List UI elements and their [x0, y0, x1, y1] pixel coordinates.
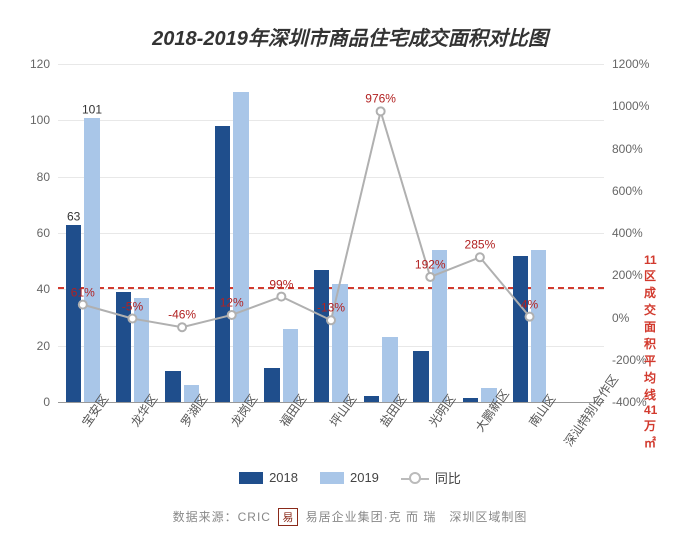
y2-tick: 0%	[604, 311, 629, 325]
bar-label: 101	[82, 102, 102, 116]
line-point-label: 4%	[521, 297, 538, 311]
legend-label-2018: 2018	[269, 470, 298, 485]
line-point-label: -13%	[317, 301, 345, 315]
y-tick: 80	[37, 170, 58, 184]
legend-label-yoy: 同比	[435, 468, 461, 487]
y-tick: 20	[37, 339, 58, 353]
y2-tick: 800%	[604, 142, 643, 156]
legend-item-yoy: 同比	[401, 468, 461, 487]
legend-item-2019: 2019	[320, 468, 379, 487]
y-tick: 120	[30, 57, 58, 71]
y-tick: 0	[43, 395, 58, 409]
y2-tick: -400%	[604, 395, 647, 409]
line-point-label: 99%	[269, 277, 293, 291]
legend-swatch-2018	[239, 472, 263, 484]
line-point-label: 12%	[220, 295, 244, 309]
legend-swatch-2019	[320, 472, 344, 484]
y2-tick: 600%	[604, 184, 643, 198]
bar-label: 63	[67, 209, 80, 223]
y2-tick: 1000%	[604, 99, 649, 113]
line-point-label: 976%	[365, 92, 396, 106]
y-tick: 100	[30, 113, 58, 127]
chart-root: 2018-2019年深圳市商品住宅成交面积对比图 61% -5% -46% 12% 99…	[0, 0, 700, 560]
y-tick: 40	[37, 282, 58, 296]
source-suffix: 易居企业集团·克 而 瑞 深圳区域制图	[306, 510, 528, 524]
y2-tick: 200%	[604, 268, 643, 282]
line-layer	[58, 64, 604, 402]
legend-label-2019: 2019	[350, 470, 379, 485]
legend: 2018 2019 同比	[0, 468, 700, 487]
line-point-label: 285%	[465, 238, 496, 252]
source-credit: 数据来源：CRIC 易 易居企业集团·克 而 瑞 深圳区域制图	[0, 508, 700, 526]
line-point-label: 192%	[415, 257, 446, 271]
line-point-label: -46%	[168, 308, 196, 322]
legend-swatch-line	[401, 472, 429, 484]
line-point-label: -5%	[122, 299, 143, 313]
y2-tick: -200%	[604, 353, 647, 367]
chart-title: 2018-2019年深圳市商品住宅成交面积对比图	[0, 22, 700, 51]
y-tick: 60	[37, 226, 58, 240]
source-prefix: 数据来源：CRIC	[173, 510, 271, 524]
line-point-label: 61%	[71, 285, 95, 299]
avg-line-annotation: 11区成交面积平均线41万㎡	[644, 253, 657, 451]
source-badge: 易	[278, 508, 298, 526]
legend-item-2018: 2018	[239, 468, 298, 487]
plot-area: 61% -5% -46% 12% 99% -13% 976% 192% 285% 4% 63 101…	[58, 64, 604, 402]
y2-tick: 400%	[604, 226, 643, 240]
y2-tick: 1200%	[604, 57, 649, 71]
